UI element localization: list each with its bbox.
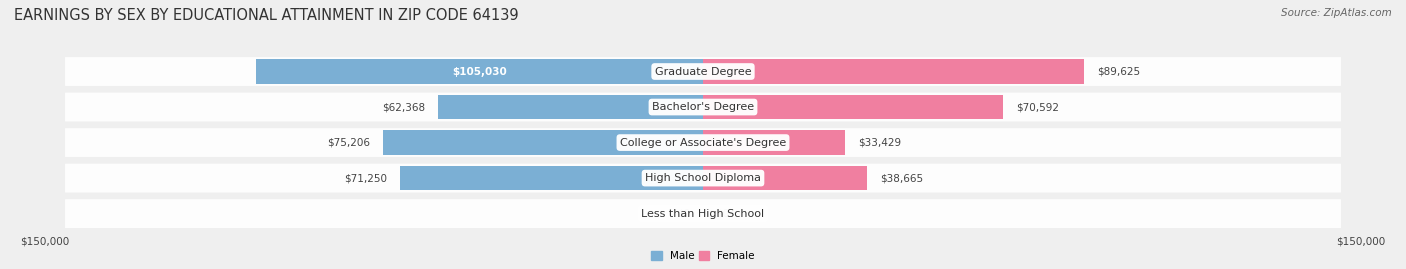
Text: $33,429: $33,429 [858, 137, 901, 148]
FancyBboxPatch shape [65, 164, 1341, 193]
Text: $105,030: $105,030 [453, 66, 508, 76]
Text: $0: $0 [716, 209, 728, 219]
FancyBboxPatch shape [65, 93, 1341, 121]
Text: $150,000: $150,000 [21, 237, 70, 247]
Text: Less than High School: Less than High School [641, 209, 765, 219]
Text: $75,206: $75,206 [328, 137, 370, 148]
Bar [703, 166, 868, 190]
Bar [703, 130, 845, 155]
Text: Graduate Degree: Graduate Degree [655, 66, 751, 76]
Text: $89,625: $89,625 [1097, 66, 1140, 76]
FancyBboxPatch shape [65, 199, 1341, 228]
Legend: Male, Female: Male, Female [647, 247, 759, 266]
Text: Source: ZipAtlas.com: Source: ZipAtlas.com [1281, 8, 1392, 18]
Text: $62,368: $62,368 [382, 102, 425, 112]
FancyBboxPatch shape [65, 128, 1341, 157]
Text: Bachelor's Degree: Bachelor's Degree [652, 102, 754, 112]
Text: $70,592: $70,592 [1017, 102, 1059, 112]
Text: $38,665: $38,665 [880, 173, 924, 183]
Bar [399, 166, 703, 190]
Text: $0: $0 [678, 209, 690, 219]
Text: High School Diploma: High School Diploma [645, 173, 761, 183]
Text: College or Associate's Degree: College or Associate's Degree [620, 137, 786, 148]
Text: EARNINGS BY SEX BY EDUCATIONAL ATTAINMENT IN ZIP CODE 64139: EARNINGS BY SEX BY EDUCATIONAL ATTAINMEN… [14, 8, 519, 23]
Bar [703, 95, 1004, 119]
Text: $71,250: $71,250 [344, 173, 387, 183]
Bar [437, 95, 703, 119]
Bar [384, 130, 703, 155]
Text: $150,000: $150,000 [1336, 237, 1385, 247]
Bar [703, 59, 1084, 84]
FancyBboxPatch shape [65, 57, 1341, 86]
Bar [256, 59, 703, 84]
